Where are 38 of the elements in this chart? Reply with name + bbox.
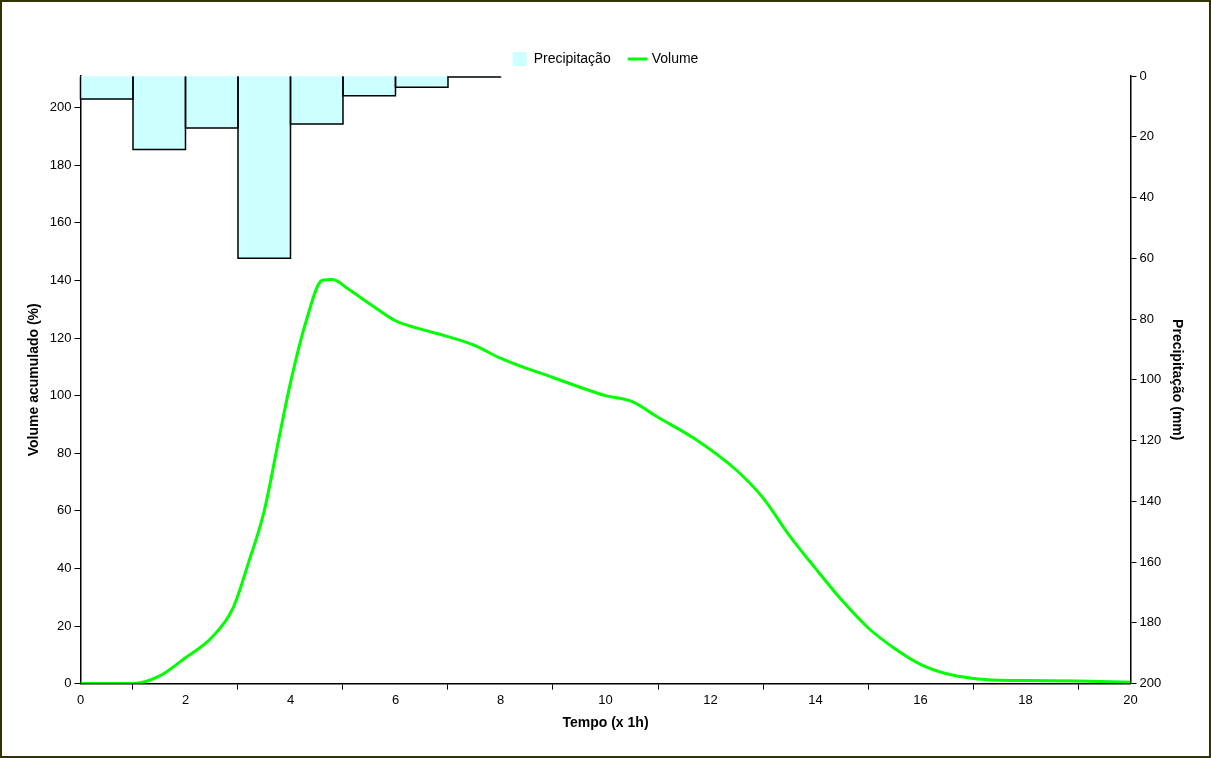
x-tick-label: 10 — [598, 691, 613, 707]
y-tick-label: 40 — [57, 559, 72, 575]
x-tick-label: 0 — [76, 691, 85, 707]
y-tick-label: 160 — [49, 214, 72, 230]
y2-tick-label: 60 — [1139, 249, 1154, 265]
x-tick-label: 16 — [913, 691, 928, 707]
x-tick-label: 6 — [391, 691, 400, 707]
y2-tick-label: 160 — [1139, 553, 1162, 569]
x-tick-label: 20 — [1123, 691, 1138, 707]
x-tick-label: 8 — [496, 691, 505, 707]
y2-tick-label: 120 — [1139, 432, 1162, 448]
x-tick-label: 2 — [181, 691, 190, 707]
y-tick-label: 20 — [57, 617, 72, 633]
x-tick-label: 14 — [808, 691, 823, 707]
y-tick-label: 200 — [49, 99, 72, 115]
x-axis-title: Tempo (x 1h) — [562, 714, 649, 731]
y2-tick-label: 20 — [1139, 128, 1154, 144]
y2-tick-label: 100 — [1139, 371, 1162, 387]
x-tick-label: 18 — [1018, 691, 1033, 707]
y2-tick-label: 0 — [1139, 67, 1147, 83]
legend-label: Precipitação — [533, 49, 611, 66]
x-tick-label: 4 — [286, 691, 295, 707]
y2-tick-label: 80 — [1139, 310, 1154, 326]
y-tick-label: 120 — [49, 329, 72, 345]
y2-tick-label: 200 — [1139, 675, 1162, 691]
y-tick-label: 140 — [49, 272, 72, 288]
y-axis-title: Volume acumulado (%) — [25, 303, 42, 457]
y2-axis-title: Precipitação (mm) — [1169, 319, 1186, 441]
y-tick-label: 60 — [57, 502, 72, 518]
x-tick-label: 12 — [703, 691, 718, 707]
legend-label: Volume — [651, 49, 699, 66]
y2-tick-label: 140 — [1139, 492, 1162, 508]
y-tick-label: 180 — [49, 156, 72, 172]
y-tick-label: 100 — [49, 387, 72, 403]
y2-tick-label: 180 — [1139, 614, 1162, 630]
y2-tick-label: 40 — [1139, 189, 1154, 205]
y-tick-label: 80 — [57, 444, 72, 460]
y-tick-label: 0 — [64, 675, 72, 691]
